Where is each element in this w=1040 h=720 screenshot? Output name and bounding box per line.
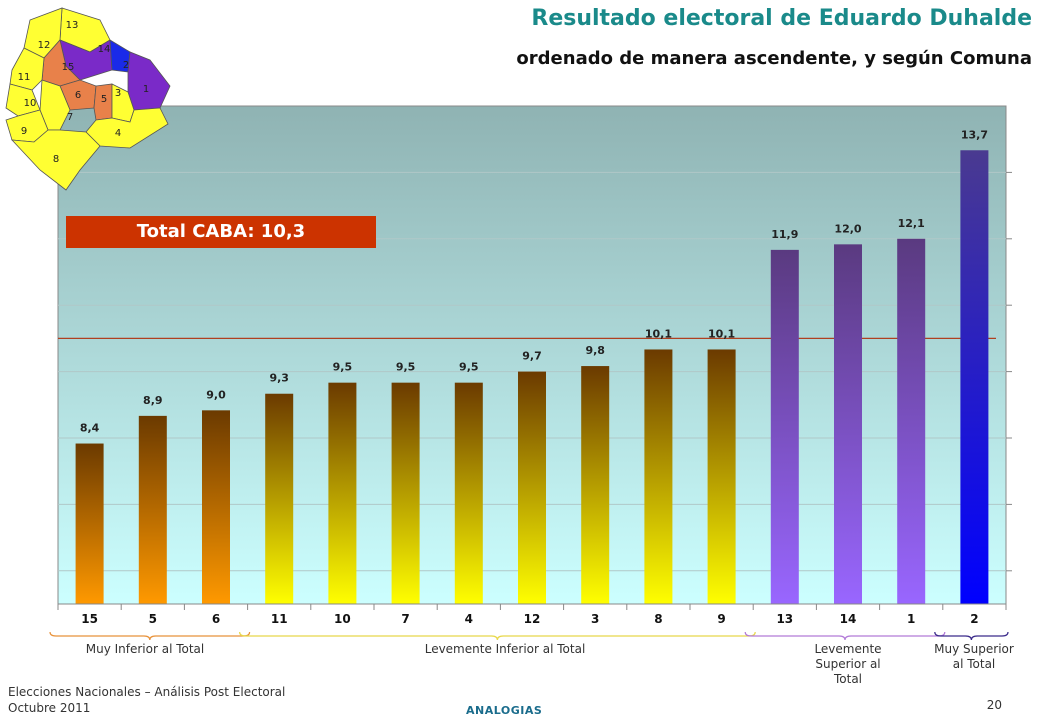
bar-comuna-7 (391, 382, 420, 604)
x-tick-label: 7 (401, 612, 409, 626)
x-tick-label: 8 (654, 612, 662, 626)
comuna-1-region (127, 51, 171, 111)
bar-comuna-12 (518, 371, 546, 604)
bar-comuna-4 (454, 382, 483, 604)
comuna-label: 9 (21, 126, 27, 137)
bar-value-label: 8,4 (80, 422, 100, 435)
bar-value-label: 13,7 (961, 128, 988, 141)
group-label-muy-superior: Muy Superior al Total (934, 642, 1014, 671)
bar-comuna-1 (897, 238, 926, 605)
bar-value-label: 9,5 (459, 361, 479, 374)
bar-value-label: 9,0 (206, 388, 226, 401)
x-tick-label: 15 (81, 612, 98, 626)
bar-comuna-11 (265, 393, 294, 604)
bar-comuna-14 (834, 244, 862, 605)
comuna-label: 13 (66, 20, 79, 31)
group-bracket (49, 631, 251, 641)
x-tick-label: 10 (334, 612, 351, 626)
group-bracket (934, 631, 1009, 641)
x-tick-label: 14 (840, 612, 857, 626)
bar-value-label: 9,3 (269, 372, 289, 385)
bar-labels: 8,4 8,9 9,0 9,3 9,5 9,5 9,5 9,7 9,8 10,1 10,1 11,9 1… (80, 128, 988, 434)
x-tick-label: 5 (149, 612, 157, 626)
group-bracket (744, 631, 946, 641)
bar-value-label: 9,8 (585, 344, 605, 357)
bar-comuna-15 (75, 443, 104, 604)
bar-value-label: 10,1 (708, 327, 735, 340)
bar-comuna-6 (202, 410, 230, 604)
bar-value-label: 12,1 (898, 217, 925, 230)
brand-label: ANALOGIAS (466, 704, 543, 717)
comuna-label: 3 (115, 88, 121, 99)
bar-comuna-13 (770, 249, 799, 604)
comuna-8-region (10, 129, 101, 191)
bars (75, 150, 989, 605)
x-axis: 15 5 6 11 10 7 4 12 3 8 9 13 14 1 2 (57, 603, 1007, 626)
group-label-muy-inferior: Muy Inferior al Total (85, 642, 205, 656)
group-label-levemente-inferior: Levemente Inferior al Total (424, 642, 586, 656)
chart-subtitle: ordenado de manera ascendente, y según C… (516, 48, 1032, 69)
footer-text: Elecciones Nacionales – Análisis Post El… (8, 684, 285, 716)
group-label-levemente-superior: Levemente Superior al Total (814, 642, 882, 686)
bar-value-label: 12,0 (834, 222, 861, 235)
comuna-label: 4 (115, 128, 121, 139)
chart-title: Resultado electoral de Eduardo Duhalde (531, 6, 1032, 31)
x-tick-label: 12 (524, 612, 541, 626)
bar-comuna-2 (960, 150, 989, 604)
x-tick-label: 13 (776, 612, 793, 626)
comuna-label: 8 (53, 154, 59, 165)
bar-value-label: 9,5 (396, 361, 416, 374)
x-tick-label: 11 (271, 612, 288, 626)
bar-value-label: 9,5 (333, 361, 353, 374)
comuna-label: 15 (62, 62, 75, 73)
comuna-label: 7 (67, 112, 73, 123)
bar-comuna-9 (707, 349, 736, 604)
comuna-label: 11 (18, 72, 31, 83)
total-caba-label: Total CABA: 10,3 (66, 216, 376, 248)
footer-line-1: Elecciones Nacionales – Análisis Post El… (8, 685, 286, 699)
group-brackets (49, 631, 1009, 641)
comuna-label: 5 (101, 94, 107, 105)
bar-comuna-10 (328, 382, 357, 604)
x-tick-label: 6 (212, 612, 220, 626)
group-bracket (239, 631, 756, 641)
bar-comuna-3 (581, 366, 610, 604)
page-number: 20 (986, 698, 1002, 712)
comuna-label: 2 (123, 60, 129, 71)
x-tick-label: 1 (907, 612, 915, 626)
bar-value-label: 9,7 (522, 350, 542, 363)
comuna-label: 10 (24, 98, 37, 109)
comuna-label: 14 (98, 44, 111, 55)
comuna-label: 6 (75, 90, 81, 101)
bar-value-label: 10,1 (645, 327, 672, 340)
footer-line-2: Octubre 2011 (8, 701, 91, 715)
bar-comuna-8 (644, 349, 673, 604)
comuna-label: 1 (143, 84, 149, 95)
bar-comuna-5 (138, 415, 167, 604)
x-tick-label: 4 (465, 612, 473, 626)
comuna-label: 12 (38, 40, 51, 51)
x-tick-label: 3 (591, 612, 599, 626)
bar-value-label: 8,9 (143, 394, 163, 407)
x-tick-label: 9 (717, 612, 725, 626)
bar-value-label: 11,9 (771, 228, 798, 241)
x-tick-label: 2 (970, 612, 978, 626)
